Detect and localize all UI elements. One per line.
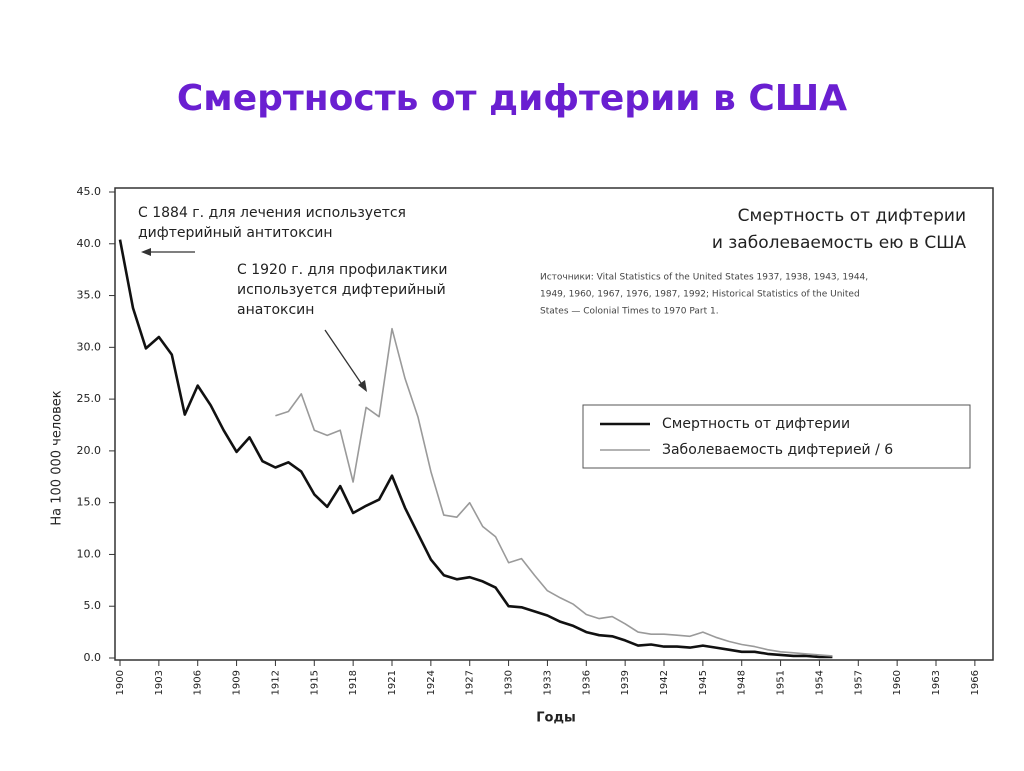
x-tick-label: 1906 xyxy=(193,670,204,695)
series-line xyxy=(275,327,833,657)
chart-title: и заболеваемость ею в США xyxy=(712,233,967,253)
y-tick-label: 20.0 xyxy=(77,444,102,457)
annotation: дифтерийный антитоксин xyxy=(138,225,332,241)
annotation: анатоксин xyxy=(237,302,314,318)
x-tick-label: 1966 xyxy=(970,670,981,695)
annotation: С 1884 г. для лечения используется xyxy=(138,205,406,221)
annotation: С 1920 г. для профилактики xyxy=(237,262,448,278)
plot-frame xyxy=(114,187,994,661)
annotation-arrow xyxy=(324,329,364,387)
x-tick-label: 1945 xyxy=(698,670,709,695)
x-tick-label: 1933 xyxy=(542,670,553,695)
x-tick-label: 1900 xyxy=(115,670,126,695)
x-tick-label: 1924 xyxy=(426,670,437,695)
x-tick-label: 1951 xyxy=(776,670,787,695)
x-tick-label: 1903 xyxy=(154,670,165,695)
annotation: используется дифтерийный xyxy=(237,282,446,298)
y-tick-label: 30.0 xyxy=(77,340,102,353)
y-tick-label: 45.0 xyxy=(77,185,102,198)
arrow-head xyxy=(358,380,367,392)
source-note: Источники: Vital Statistics of the Unite… xyxy=(540,273,868,283)
y-tick-label: 0.0 xyxy=(84,651,102,664)
y-tick-label: 5.0 xyxy=(84,599,102,612)
x-tick-label: 1957 xyxy=(853,670,864,695)
x-tick-label: 1915 xyxy=(309,670,320,695)
x-tick-label: 1963 xyxy=(931,670,942,695)
y-axis-label: На 100 000 человек xyxy=(50,390,65,525)
x-tick-label: 1960 xyxy=(892,670,903,695)
x-tick-label: 1936 xyxy=(581,670,592,695)
x-tick-label: 1921 xyxy=(387,670,398,695)
x-tick-label: 1948 xyxy=(737,670,748,695)
x-tick-label: 1909 xyxy=(232,670,243,695)
y-tick-label: 15.0 xyxy=(77,496,102,509)
series-line xyxy=(118,239,833,659)
x-tick-label: 1912 xyxy=(270,670,281,695)
y-tick-label: 25.0 xyxy=(77,392,102,405)
x-tick-label: 1927 xyxy=(465,670,476,695)
arrow-head xyxy=(141,248,151,256)
x-tick-label: 1918 xyxy=(348,670,359,695)
source-note: 1949, 1960, 1967, 1976, 1987, 1992; Hist… xyxy=(540,290,860,300)
slide-title: Смертность от дифтерии в США xyxy=(177,78,847,119)
y-tick-label: 10.0 xyxy=(77,547,102,560)
x-axis-label: Годы xyxy=(536,711,575,726)
x-tick-label: 1930 xyxy=(504,670,515,695)
x-tick-label: 1939 xyxy=(620,670,631,695)
y-tick-label: 35.0 xyxy=(77,289,102,302)
x-tick-label: 1942 xyxy=(659,670,670,695)
x-tick-label: 1954 xyxy=(814,670,825,695)
legend-label: Заболеваемость дифтерией / 6 xyxy=(662,442,893,458)
y-tick-label: 40.0 xyxy=(77,237,102,250)
legend-label: Смертность от дифтерии xyxy=(662,416,850,432)
chart-title: Смертность от дифтерии xyxy=(738,206,966,226)
legend-box xyxy=(582,404,971,469)
source-note: States — Colonial Times to 1970 Part 1. xyxy=(540,307,719,317)
